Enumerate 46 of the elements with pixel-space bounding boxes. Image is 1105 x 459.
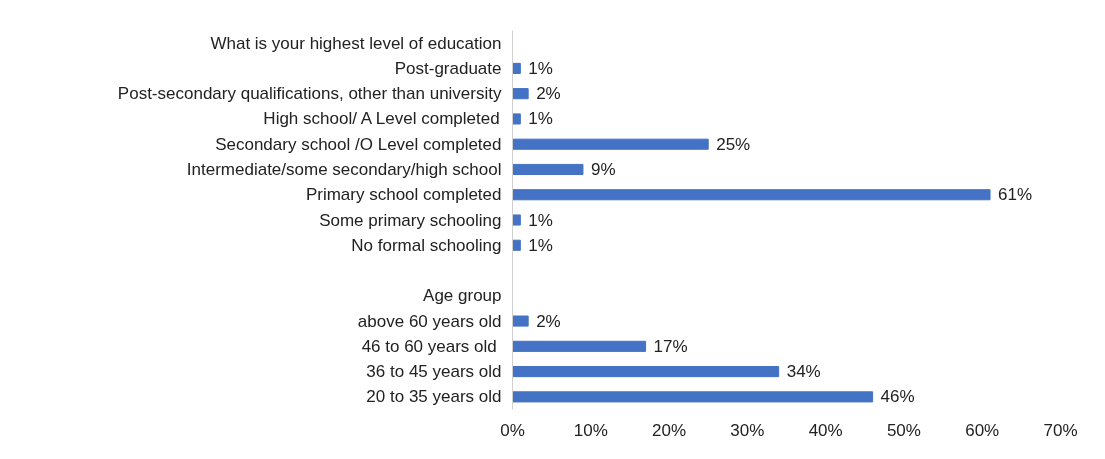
y-tick-label: 36 to 45 years old [366,362,502,382]
data-label: 1% [528,210,553,230]
bar [512,391,874,403]
x-tick-label: 40% [808,420,843,440]
y-tick-label: No formal schooling [351,235,502,255]
y-tick-label: Secondary school /O Level completed [215,134,502,154]
data-label: 17% [653,336,688,356]
x-tick-label: 0% [500,420,525,440]
x-tick-label: 20% [652,420,687,440]
data-label: 46% [880,387,915,407]
bar [512,239,521,251]
y-tick-label: Post-secondary qualifications, other than university [117,84,502,104]
y-tick-label: Intermediate/some secondary/high school [186,159,502,179]
bar [512,189,991,201]
data-label: 1% [528,58,553,78]
bar [512,315,529,327]
bar [512,113,521,125]
y-tick-label: What is your highest level of education [210,33,502,53]
y-tick-label: 46 to 60 years old [361,336,497,356]
x-tick-label: 60% [965,420,1000,440]
data-label: 34% [786,362,821,382]
bar [512,214,521,226]
bar [512,340,647,352]
data-label: 2% [536,84,561,104]
y-tick-label: Some primary schooling [319,210,502,230]
data-label: 25% [716,134,751,154]
x-tick-label: 50% [886,420,921,440]
bar [512,366,780,378]
x-tick-label: 10% [573,420,608,440]
data-label: 2% [536,311,561,331]
y-tick-label: 20 to 35 years old [366,387,502,407]
data-label: 1% [528,235,553,255]
data-label: 61% [998,185,1033,205]
y-tick-label: Primary school completed [305,185,502,205]
bar [512,62,521,74]
bar [512,163,584,176]
data-label: 9% [590,159,616,179]
data-label: 1% [528,109,553,129]
y-tick-label: above 60 years old [357,311,502,331]
y-tick-label: Post-graduate [394,58,502,78]
y-tick-label: Age group [423,286,502,306]
y-tick-label: High school/ A Level completed [263,109,500,129]
x-tick-label: 30% [730,420,765,440]
bar [512,138,709,150]
bar [512,88,529,100]
x-tick-label: 70% [1043,420,1078,440]
